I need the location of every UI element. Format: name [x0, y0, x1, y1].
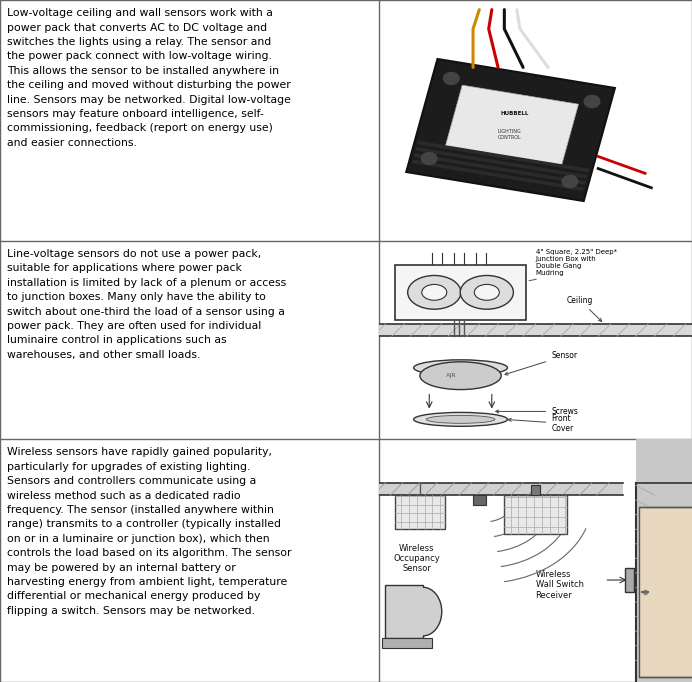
Bar [415, 147, 588, 179]
Circle shape [444, 72, 459, 85]
Bar [504, 495, 567, 534]
Bar [373, 483, 623, 495]
Ellipse shape [426, 415, 495, 424]
Text: Front
Cover: Front Cover [508, 413, 574, 433]
Bar [373, 324, 692, 336]
Circle shape [421, 153, 437, 164]
Circle shape [474, 284, 500, 300]
Bar [639, 507, 692, 677]
Circle shape [460, 276, 513, 309]
Bar [406, 59, 615, 201]
Bar [445, 85, 579, 166]
Text: Low-voltage ceiling and wall sensors work with a
power pack that converts AC to : Low-voltage ceiling and wall sensors wor… [7, 8, 291, 148]
Text: A|R: A|R [446, 373, 457, 379]
Bar [395, 495, 445, 529]
Text: LIGHTING
CONTROL: LIGHTING CONTROL [498, 130, 521, 140]
Bar [414, 153, 586, 185]
Bar [636, 434, 692, 682]
Ellipse shape [414, 360, 507, 376]
Bar [412, 160, 584, 191]
Text: Line-voltage sensors do not use a power pack,
suitable for applications where po: Line-voltage sensors do not use a power … [7, 249, 286, 359]
Text: Screws: Screws [495, 407, 578, 416]
Ellipse shape [420, 362, 501, 389]
Bar [531, 486, 540, 495]
Circle shape [421, 284, 447, 300]
Text: Wireless
Wall Switch
Receiver: Wireless Wall Switch Receiver [536, 570, 583, 599]
Ellipse shape [404, 587, 441, 636]
Circle shape [562, 175, 578, 188]
Bar [473, 495, 486, 505]
Bar [383, 638, 432, 648]
Text: Sensor: Sensor [505, 351, 577, 375]
Text: Ceiling: Ceiling [567, 296, 601, 321]
Text: 4" Square, 2.25" Deep*
Junction Box with
Double Gang
Mudring: 4" Square, 2.25" Deep* Junction Box with… [529, 249, 617, 281]
Bar [417, 140, 590, 173]
Circle shape [584, 95, 600, 108]
Bar [625, 568, 634, 592]
Bar [385, 585, 423, 638]
Ellipse shape [414, 413, 507, 426]
Text: Wireless sensors have rapidly gained popularity,
particularly for upgrades of ex: Wireless sensors have rapidly gained pop… [7, 447, 291, 616]
Bar [395, 265, 526, 320]
Circle shape [408, 276, 461, 309]
Text: Wireless
Occupancy
Sensor: Wireless Occupancy Sensor [393, 544, 440, 574]
Text: HUBBELL: HUBBELL [501, 111, 529, 116]
